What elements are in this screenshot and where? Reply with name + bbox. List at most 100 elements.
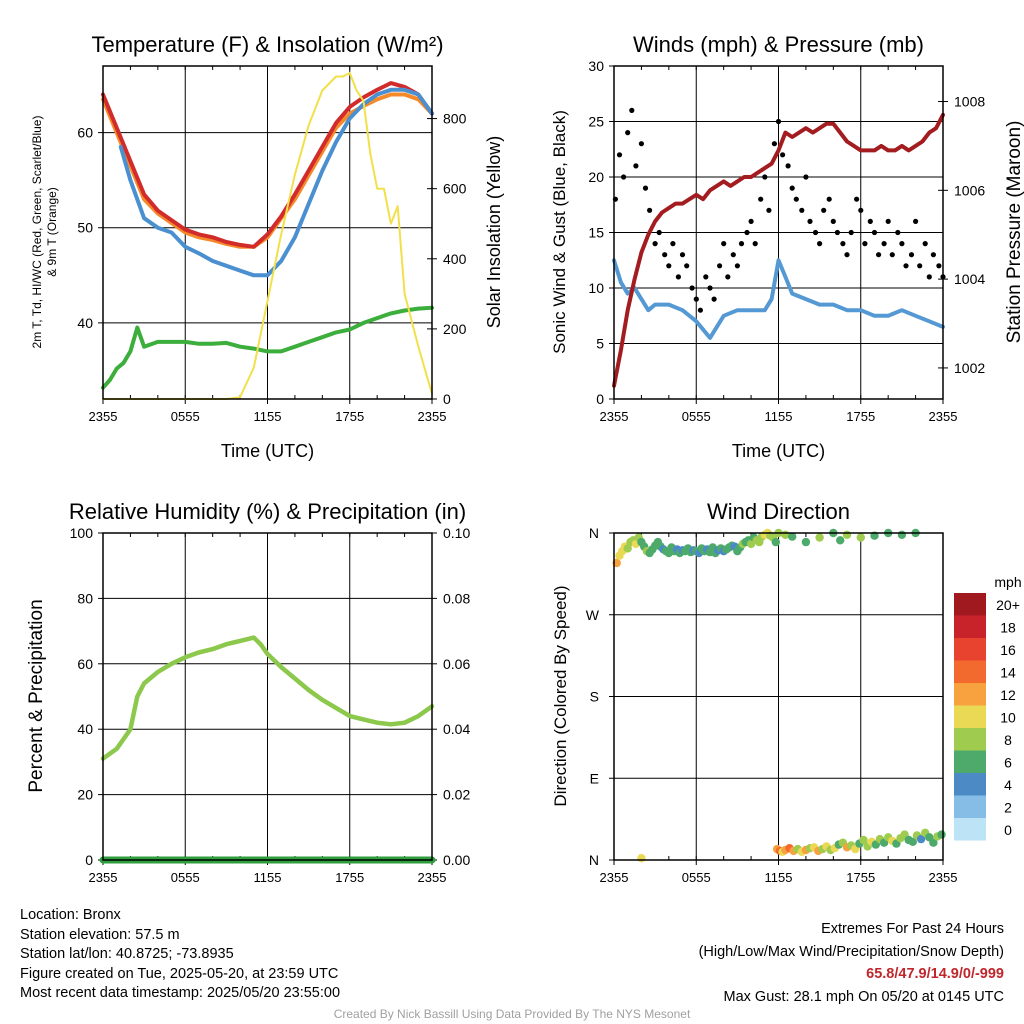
colorbar-label: 6 [1004, 755, 1012, 771]
gust-point [876, 252, 882, 258]
sonic-wind-line [612, 258, 945, 340]
station-latlon: Station lat/lon: 40.8725; -73.8935 [20, 946, 234, 962]
colorbar-label: 8 [1004, 732, 1012, 748]
x-tick-label: 0555 [171, 870, 200, 885]
dewpoint-line [101, 305, 434, 390]
y-tick-label: 60 [77, 656, 93, 672]
colorbar-label: 2 [1004, 800, 1012, 816]
wind-direction-chart: 2355 0555 1155 1755 2355 Wind Direction N E S W N D… [551, 499, 1022, 885]
x-tick-label: 1755 [335, 870, 364, 885]
winds-pressure-chart: 2355 0555 1155 1755 2355 Winds (mph) & Pressu… [550, 32, 1024, 461]
y-right-axis-label: Solar Insolation (Yellow) [484, 136, 504, 328]
gust-point [899, 241, 905, 247]
chart-title: Temperature (F) & Insolation (W/m²) [91, 32, 443, 57]
y-tick-label: 5 [596, 336, 604, 352]
colorbar-label: 18 [1000, 620, 1016, 636]
gust-point [922, 241, 928, 247]
gust-point [903, 263, 909, 269]
gust-point [775, 118, 782, 125]
y-axis-label-line1: 2m T, Td, HI/WC (Red, Green, Scarlet/Blu… [30, 116, 44, 349]
colorbar-swatch [954, 795, 986, 818]
x-tick-label: 2355 [929, 409, 958, 424]
y-tick-label: 20 [77, 787, 93, 803]
direction-point [623, 544, 632, 553]
gust-point [780, 152, 786, 158]
extremes-heading: Extremes For Past 24 Hours [821, 921, 1004, 937]
y-axis-label: Direction (Colored By Speed) [551, 585, 570, 806]
gust-point [670, 241, 676, 247]
y-tick-label: 80 [77, 590, 93, 606]
x-tick-label: 1155 [765, 409, 793, 424]
gust-point [917, 263, 923, 269]
gust-point [913, 218, 919, 224]
y-right-tick-label: 1002 [954, 360, 985, 376]
y-right-tick-label: 1008 [954, 94, 985, 110]
gust-point [930, 252, 937, 258]
colorbar-swatch [954, 660, 986, 683]
plot-border [102, 65, 433, 400]
humidity-line [100, 635, 435, 761]
direction-point [897, 530, 907, 539]
gust-point [738, 241, 745, 247]
y-right-tick-label: 400 [443, 251, 467, 267]
gust-point [867, 218, 873, 224]
colorbar-label: 20+ [996, 597, 1020, 613]
direction-point [771, 537, 780, 547]
chart-title: Winds (mph) & Pressure (mb) [633, 32, 924, 57]
x-tick-label: 2355 [89, 409, 118, 424]
gust-point [707, 285, 713, 291]
direction-point [937, 830, 946, 839]
gust-point [689, 285, 695, 291]
gust-point [799, 207, 805, 213]
gust-point [762, 174, 768, 180]
gust-point [812, 229, 819, 236]
y-axis-label: Percent & Precipitation [26, 599, 47, 792]
colorbar-label: 12 [1000, 687, 1016, 703]
gust-point [711, 296, 717, 302]
y-tick-label: 0 [85, 852, 93, 868]
station-elevation: Station elevation: 57.5 m [20, 926, 180, 943]
gust-point [807, 218, 813, 224]
direction-point [815, 533, 824, 542]
y-tick-label: 40 [77, 721, 93, 737]
x-tick-label: 0555 [682, 870, 711, 885]
direction-point [929, 838, 938, 847]
gust-point [662, 252, 668, 258]
gust-point [725, 274, 731, 280]
gust-point [621, 174, 627, 180]
colorbar-swatch [954, 615, 986, 638]
gust-point [625, 130, 631, 136]
gust-point [885, 218, 891, 224]
colorbar-title: mph [994, 574, 1021, 590]
y-tick-label: 0 [596, 391, 604, 407]
extremes-info: Extremes For Past 24 Hours (High/Low/Max… [699, 918, 1004, 1008]
colorbar-swatch [954, 818, 986, 841]
gust-point [748, 218, 754, 224]
max-gust: Max Gust: 28.1 mph On 05/20 at 0145 UTC [723, 988, 1004, 1005]
gust-point [652, 241, 658, 247]
y-right-tick-label: 1004 [954, 271, 985, 287]
pressure-line [612, 112, 945, 388]
gust-point [789, 185, 795, 191]
gust-point [803, 174, 809, 180]
humidity-precipitation-chart: 2355 0555 1155 1755 2355 Relative Humidity (%… [26, 499, 470, 885]
y-tick-label: 15 [588, 225, 604, 241]
x-tick-label: 1755 [335, 409, 364, 424]
y-tick-label: N [589, 852, 599, 868]
y-tick-label: 20 [588, 169, 604, 185]
nine-m-temp-line [101, 92, 434, 249]
x-tick-label: 1155 [765, 870, 793, 885]
gust-point [854, 196, 860, 202]
y-tick-label: 25 [588, 114, 604, 130]
chart-title: Wind Direction [707, 499, 850, 524]
y-tick-label: E [590, 770, 599, 786]
x-tick-label: 2355 [929, 870, 958, 885]
gust-point [844, 252, 850, 258]
y-right-tick-label: 800 [443, 111, 467, 127]
station-location: Location: Bronx [20, 907, 121, 923]
y-right-tick-label: 0.06 [443, 656, 470, 672]
figure-created: Figure created on Tue, 2025-05-20, at 23… [20, 965, 339, 982]
gust-point [908, 252, 915, 258]
colorbar-label: 0 [1004, 822, 1012, 838]
